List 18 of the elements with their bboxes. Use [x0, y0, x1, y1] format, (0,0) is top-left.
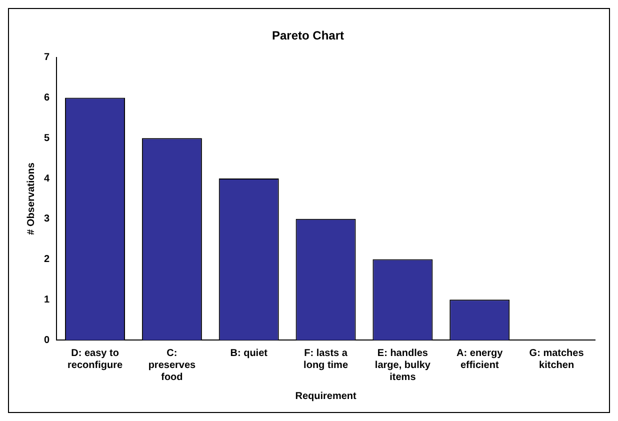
x-tick-label: A: energy efficient: [456, 348, 504, 371]
x-tick-label: D: easy to reconfigure: [68, 348, 123, 371]
y-tick-label: 4: [44, 173, 50, 184]
y-tick-label: 6: [44, 92, 50, 104]
y-axis-title: # Observations: [26, 162, 37, 235]
y-tick-label: 1: [44, 294, 50, 306]
y-tick-label: 3: [44, 214, 50, 225]
chart-title: Pareto Chart: [272, 28, 344, 43]
x-tick-label: G: matches kitchen: [529, 348, 584, 371]
x-tick-label: C: preserves food: [148, 348, 196, 383]
y-tick-label: 0: [44, 334, 50, 346]
x-tick-label: F: lasts a long time: [304, 348, 348, 371]
y-tick-label: 2: [44, 254, 50, 266]
x-tick-label: B: quiet: [230, 348, 268, 359]
x-axis-title: Requirement: [295, 390, 358, 402]
x-tick-label: E: handles large, bulky items: [374, 348, 431, 383]
y-tick-label: 7: [44, 52, 50, 64]
y-tick-label: 5: [44, 132, 50, 144]
